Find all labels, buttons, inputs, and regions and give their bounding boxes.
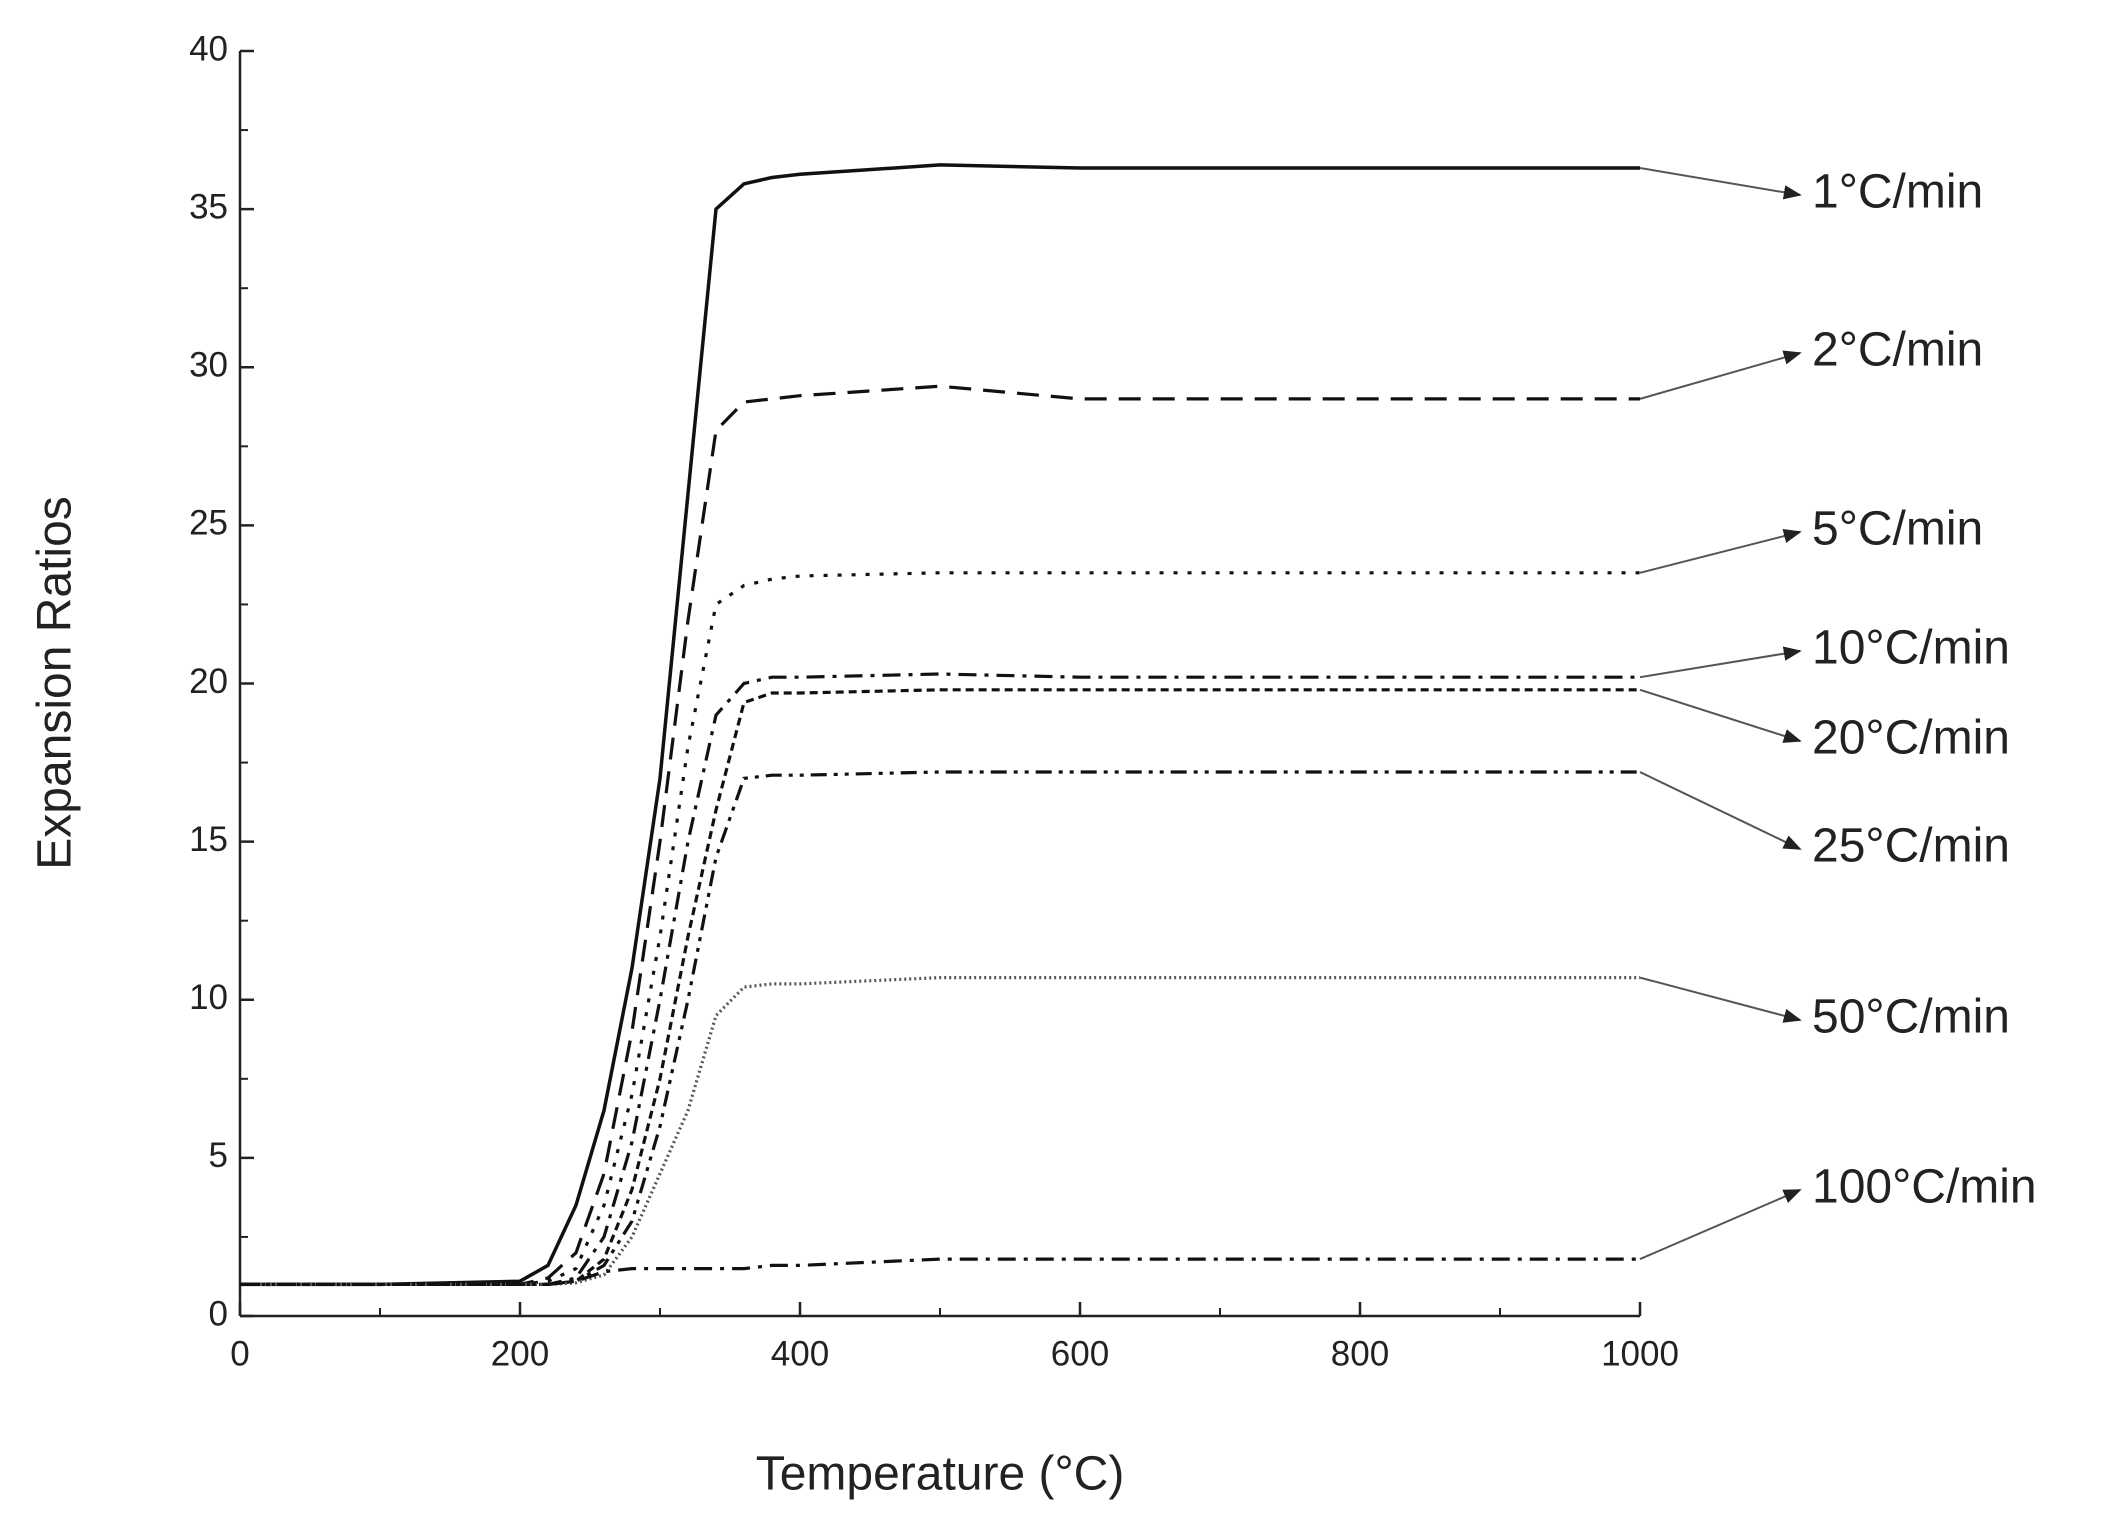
legend-arrow	[1639, 976, 1802, 1023]
legend-arrow	[1639, 167, 1802, 200]
x-axis-title: Temperature (°C)	[756, 1448, 1125, 1501]
y-axis-title: Expansion Ratios	[29, 496, 82, 870]
y-tick-label: 35	[189, 187, 228, 226]
y-tick-label: 40	[189, 29, 228, 68]
legend-arrow	[1639, 350, 1802, 400]
y-tick-label: 15	[189, 820, 228, 859]
y-tick-label: 30	[189, 346, 228, 385]
series-line	[240, 770, 1640, 1286]
legend-label: 25°C/min	[1812, 820, 2010, 873]
series-line	[240, 571, 1640, 1286]
x-tick-label: 1000	[1601, 1334, 1679, 1373]
legend-arrow	[1639, 646, 1802, 679]
x-tick-label: 600	[1051, 1334, 1109, 1373]
y-tick-label: 5	[209, 1136, 228, 1175]
legend-label: 50°C/min	[1812, 991, 2010, 1044]
legend-arrow	[1639, 771, 1802, 850]
series-line	[240, 672, 1640, 1286]
series-line	[240, 163, 1640, 1287]
legend-label: 10°C/min	[1812, 622, 2010, 675]
legend-label: 5°C/min	[1812, 503, 1983, 556]
legend-label: 1°C/min	[1812, 166, 1983, 219]
legend-arrow	[1639, 529, 1802, 574]
legend-label: 2°C/min	[1812, 324, 1983, 377]
legend-arrow	[1639, 688, 1802, 743]
legend-label: 100°C/min	[1812, 1161, 2037, 1214]
x-tick-label: 200	[491, 1334, 549, 1373]
series-line	[240, 384, 1640, 1286]
series-line	[240, 688, 1640, 1286]
x-tick-label: 800	[1331, 1334, 1389, 1373]
y-tick-label: 25	[189, 504, 228, 543]
x-tick-label: 0	[230, 1334, 249, 1373]
series-line	[240, 976, 1640, 1286]
y-tick-label: 10	[189, 978, 228, 1017]
x-tick-label: 400	[771, 1334, 829, 1373]
y-tick-label: 0	[209, 1294, 228, 1333]
y-tick-label: 20	[189, 662, 228, 701]
legend-label: 20°C/min	[1812, 712, 2010, 765]
legend-arrow	[1639, 1189, 1802, 1260]
series-line	[240, 1257, 1640, 1286]
